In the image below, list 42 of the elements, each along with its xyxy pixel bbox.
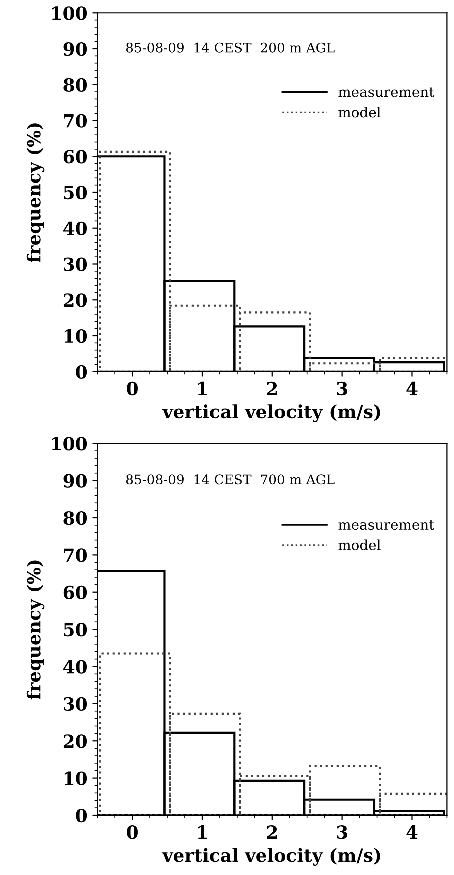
y-tick-label: 40 [64,222,88,236]
annotation: 85-08-09 14 CEST 200 m AGL [126,42,335,53]
x-tick-label: 0 [127,382,138,396]
y-tick-label: 40 [64,660,88,674]
y-tick-label: 30 [64,697,88,712]
x-tick-label: 2 [267,826,278,839]
y-tick-label: 70 [64,548,88,562]
y-tick-label: 20 [64,734,88,748]
y-axis-title: frequency (%) [26,560,45,700]
y-tick-label: 0 [76,808,88,823]
legend-label: model [338,107,381,118]
y-tick-label: 100 [52,6,88,20]
x-tick-label: 1 [198,382,207,396]
y-tick-label: 30 [64,258,88,272]
legend-label: measurement [338,88,435,98]
legend-label: model [338,540,381,550]
x-tick-label: 4 [406,826,418,839]
y-tick-label: 50 [64,623,88,637]
y-tick-label: 60 [64,586,88,600]
y-tick-label: 80 [64,511,88,526]
y-tick-label: 90 [64,474,88,488]
y-tick-label: 10 [64,772,88,786]
x-axis-title: vertical velocity (m/s) [162,404,380,422]
x-tick-label: 3 [337,826,348,840]
x-tick-label: 3 [337,382,348,396]
y-tick-label: 90 [64,42,88,56]
x-axis-title: vertical velocity (m/s) [162,848,380,866]
y-tick-label: 0 [76,365,88,379]
x-tick-label: 0 [127,826,138,840]
y-tick-label: 100 [52,437,88,451]
x-tick-label: 4 [406,382,418,396]
x-tick-label: 1 [198,826,207,839]
y-tick-label: 10 [64,329,88,344]
y-tick-label: 60 [64,150,88,164]
y-tick-label: 20 [64,294,88,308]
y-tick-label: 50 [64,186,88,200]
y-tick-label: 70 [64,114,88,128]
x-tick-label: 2 [267,382,278,396]
legend-label: measurement [338,520,435,530]
y-axis-title: frequency (%) [26,124,45,263]
annotation: 85-08-09 14 CEST 700 m AGL [126,474,335,485]
y-tick-label: 80 [64,78,88,92]
